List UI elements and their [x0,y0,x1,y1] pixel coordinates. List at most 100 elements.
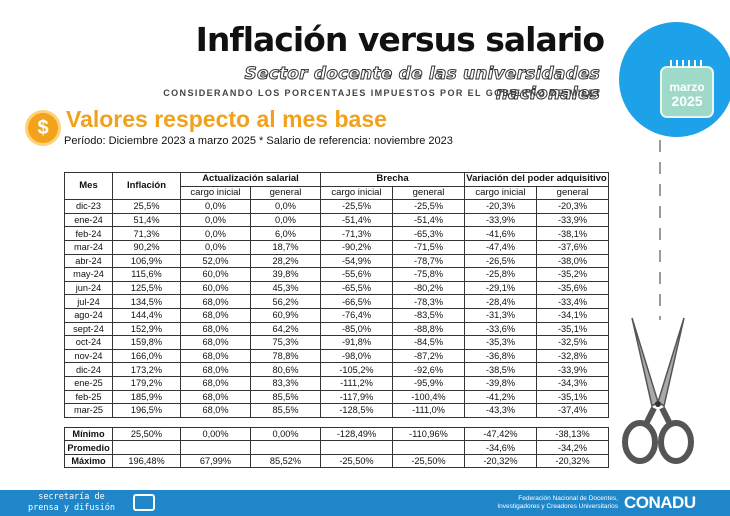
table-cell: 68,0% [180,294,251,309]
table-cell: 144,4% [112,307,181,323]
table-row: abr-24 106,9% 52,0% 28,2% -54,9% -78,7% -26,5%… [64,253,610,269]
table-cell: 134,5% [112,294,181,309]
subheader-general: general [250,185,321,201]
table-cell: 125,5% [112,280,181,296]
table-cell: -26,5% [464,253,537,269]
table-cell: -33,9% [464,212,537,228]
page-title: Inflación versus salario [195,20,605,59]
row-label: abr-24 [64,253,113,269]
table-cell: -117,9% [320,389,393,405]
table-cell: -83,5% [392,307,465,323]
table-cell: -25,5% [392,199,465,214]
table-cell: -55,6% [320,267,393,282]
table-cell: 18,7% [250,239,321,255]
table-cell: -39,8% [464,375,537,391]
row-label: dic-24 [64,362,113,377]
table-cell: -84,5% [392,335,465,350]
table-cell: -100,4% [392,389,465,405]
badge-month: marzo [669,80,705,94]
table-cell: 68,0% [180,348,251,364]
table-cell: -75,8% [392,267,465,282]
table-row: nov-24 166,0% 68,0% 78,8% -98,0% -87,2% -36,8%… [64,348,610,364]
spacer-cell [64,416,609,428]
table-cell: -38,0% [535,253,610,269]
table-cell: 56,2% [250,294,321,309]
calendar-rings [670,60,706,68]
table-cell: -105,2% [320,362,393,377]
table-cell: -31,3% [464,307,537,323]
table-cell: -111,2% [320,375,393,391]
table-cell: 196,48% [112,453,181,469]
table-cell: 68,0% [180,307,251,323]
table-cell: 78,8% [250,348,321,364]
table-cell: 0,00% [250,426,321,442]
footer-secretaria: secretaría de prensa y difusión [28,492,115,514]
table-cell: 159,8% [112,335,181,350]
table-cell: 179,2% [112,375,181,391]
table-cell: -78,3% [392,294,465,309]
table-cell: 166,0% [112,348,181,364]
table-row: feb-24 71,3% 0,0% 6,0% -71,3% -65,3% -41,6% -38… [64,226,610,241]
row-label: feb-24 [64,226,113,241]
table-row: ene-24 51,4% 0,0% 0,0% -51,4% -51,4% -33,9% -33… [64,212,610,228]
typewriter-icon [133,494,155,511]
table-cell: 0,0% [180,239,251,255]
table-cell: 45,3% [250,280,321,296]
table-cell: 60,0% [180,280,251,296]
table-cell: -38,5% [464,362,537,377]
summary-row: Mínimo 25,50% 0,00% 0,00% -128,49% -110,96% -4… [64,426,610,442]
table-cell: -20,32% [464,453,537,469]
subheader-cargo-inicial: cargo inicial [320,185,393,201]
row-label: jul-24 [64,294,113,309]
table-cell: 0,0% [180,199,251,214]
footer-bar: secretaría de prensa y difusión Federaci… [0,490,730,516]
table-cell: -71,5% [392,239,465,255]
table-cell: -34,1% [535,307,610,323]
table-cell: -35,1% [535,389,610,405]
table-row: sept-24 152,9% 68,0% 64,2% -85,0% -88,8% -33,6… [64,321,610,337]
table-cell: 68,0% [180,362,251,377]
footer-secretaria-line1: secretaría de [38,492,105,502]
table-cell: -87,2% [392,348,465,364]
table-cell: -34,2% [535,440,610,455]
inflation-salary-table: Mes Inflación Actualización salarial Bre… [64,171,610,469]
table-cell: 71,3% [112,226,181,241]
table-row: mar-25 196,5% 68,0% 85,5% -128,5% -111,0% -43,… [64,403,610,418]
table-cell: -85,0% [320,321,393,337]
section-title: Valores respecto al mes base [66,106,387,132]
table-cell: 85,5% [250,403,321,418]
coin-symbol: $ [37,117,49,139]
table-cell: -32,5% [535,335,610,350]
table-cell: -29,1% [464,280,537,296]
table-cell: 60,9% [250,307,321,323]
subheader-general: general [392,185,465,201]
table-cell: 0,0% [180,226,251,241]
table-cell: -33,9% [535,212,610,228]
table-cell: -54,9% [320,253,393,269]
badge-year: 2025 [671,93,703,109]
table-cell: -43,3% [464,403,537,418]
table-cell [320,440,393,455]
table-row: dic-23 25,5% 0,0% 0,0% -25,5% -25,5% -20,3% -20… [64,199,610,214]
table-cell [112,440,181,455]
table-cell: -37,4% [535,403,610,418]
row-label: may-24 [64,267,113,282]
table-cell: 68,0% [180,389,251,405]
table-cell: -35,1% [535,321,610,337]
summary-row: Máximo 196,48% 67,99% 85,52% -25,50% -25,50% -… [64,453,610,469]
table-cell: -34,6% [464,440,537,455]
table-cell: -25,8% [464,267,537,282]
summary-row: Promedio -34,6% -34,2% [64,440,610,455]
table-cell: 6,0% [250,226,321,241]
table-cell: 115,6% [112,267,181,282]
calendar-icon: marzo 2025 [660,60,714,118]
table-cell: -128,5% [320,403,393,418]
table-cell: -41,2% [464,389,537,405]
footer-federation-line2: Investigadores y Creadores Universitario… [497,503,618,510]
table-cell [180,440,251,455]
table-cell: -95,9% [392,375,465,391]
table-cell: 85,52% [250,453,321,469]
table-cell: -33,9% [535,362,610,377]
table-cell: 51,4% [112,212,181,228]
table-cell: -78,7% [392,253,465,269]
